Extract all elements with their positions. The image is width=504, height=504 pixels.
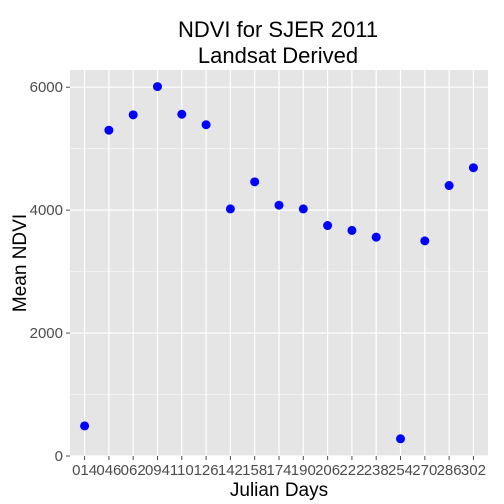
data-point [371, 232, 381, 242]
x-tick-label: 174 [266, 462, 291, 479]
data-point [250, 177, 260, 187]
data-points [80, 82, 478, 444]
x-tick-label: 206 [315, 462, 340, 479]
y-axis-ticks: 0 2000 4000 6000 [30, 79, 70, 465]
chart-title-line-1: NDVI for SJER 2011 [178, 17, 378, 42]
data-point [420, 236, 430, 246]
x-axis-ticks: 014 046 062 094 110 126 142 158 174 190 206 222 238 2… [72, 456, 486, 479]
x-tick-label: 126 [194, 462, 219, 479]
x-tick-label: 014 [72, 462, 97, 479]
x-tick-label: 286 [437, 462, 462, 479]
y-tick-label: 4000 [30, 202, 63, 219]
data-point [444, 181, 454, 191]
chart-title-line-2: Landsat Derived [198, 43, 358, 68]
x-tick-label: 046 [96, 462, 121, 479]
data-point [225, 204, 235, 214]
data-point [396, 434, 406, 444]
data-point [104, 125, 114, 135]
x-tick-label: 238 [364, 462, 389, 479]
y-tick-label: 0 [55, 448, 63, 465]
data-point [298, 204, 308, 214]
x-tick-label: 190 [291, 462, 316, 479]
data-point [177, 109, 187, 119]
x-tick-label: 142 [218, 462, 243, 479]
x-tick-label: 062 [121, 462, 146, 479]
data-point [323, 221, 333, 231]
y-tick-label: 2000 [30, 325, 63, 342]
x-tick-label: 110 [170, 462, 194, 479]
grid-lines [70, 70, 488, 457]
data-point [152, 82, 162, 92]
data-point [80, 421, 90, 431]
y-axis-label: Mean NDVI [10, 214, 31, 312]
y-tick-label: 6000 [30, 79, 63, 96]
x-tick-label: 302 [461, 462, 486, 479]
data-point [347, 225, 357, 235]
data-point [468, 163, 478, 173]
data-point [274, 200, 284, 210]
x-tick-label: 094 [145, 462, 170, 479]
x-tick-label: 254 [388, 462, 413, 479]
data-point [201, 120, 211, 130]
x-axis-label: Julian Days [230, 480, 328, 501]
x-tick-label: 158 [242, 462, 267, 479]
data-point [128, 110, 138, 120]
x-tick-label: 222 [339, 462, 364, 479]
x-tick-label: 270 [412, 462, 437, 479]
